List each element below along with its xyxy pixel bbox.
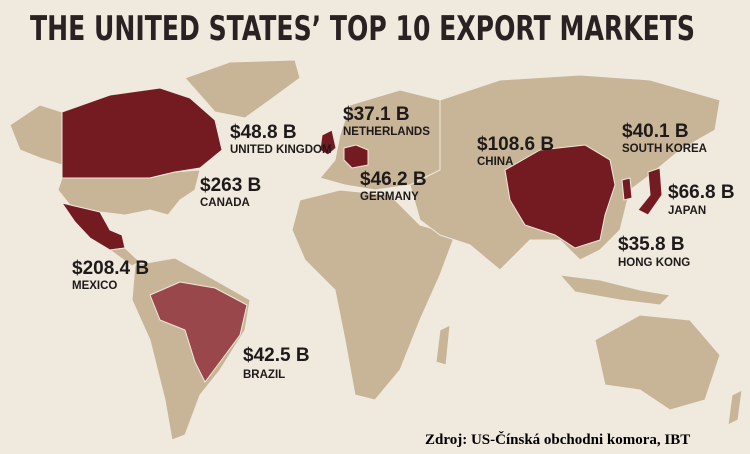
market-value: $263 B (200, 175, 261, 196)
world-map (9, 59, 743, 441)
title: THE UNITED STATES’ TOP 10 EXPORT MARKETS (30, 9, 695, 49)
market-country: CANADA (200, 197, 250, 209)
market-value: $35.8 B (618, 234, 685, 255)
market-value: $46.2 B (360, 169, 427, 190)
market-country: JAPAN (668, 205, 706, 217)
market-value: $208.4 B (72, 258, 149, 279)
market-country: CHINA (477, 156, 513, 168)
market-value: $37.1 B (343, 104, 410, 125)
market-country: BRAZIL (243, 369, 285, 381)
labels: $48.8 B UNITED KINGDOM $37.1 B NETHERLAN… (72, 104, 735, 381)
market-value: $108.6 B (477, 134, 554, 155)
market-value: $40.1 B (622, 121, 689, 142)
market-country: SOUTH KOREA (622, 143, 707, 155)
market-value: $42.5 B (243, 345, 310, 366)
source: Zdroj: US-Čínská obchodni komora, IBT (425, 431, 690, 448)
market-country: MEXICO (72, 280, 117, 292)
market-country: HONG KONG (618, 257, 690, 269)
market-country: UNITED KINGDOM (230, 144, 332, 156)
market-value: $48.8 B (230, 122, 297, 143)
market-value: $66.8 B (668, 182, 735, 203)
market-country: GERMANY (360, 191, 419, 203)
market-country: NETHERLANDS (343, 126, 430, 138)
